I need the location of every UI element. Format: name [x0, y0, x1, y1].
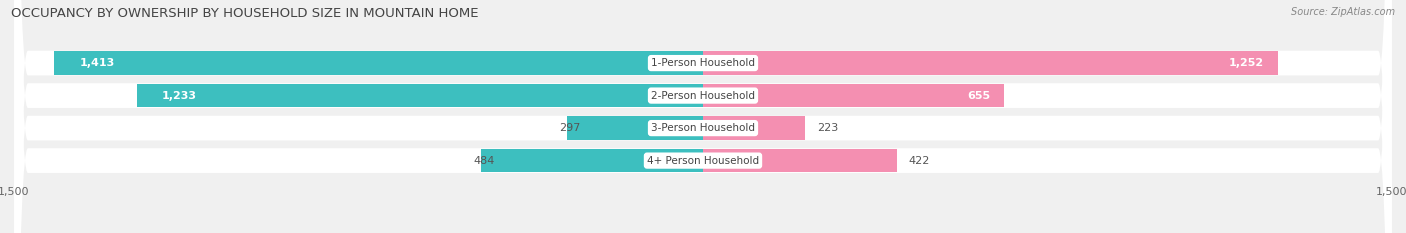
Text: 422: 422	[908, 156, 929, 166]
Bar	[136, 84, 703, 107]
Bar	[703, 51, 1278, 75]
FancyBboxPatch shape	[14, 0, 1392, 233]
Text: 3-Person Household: 3-Person Household	[651, 123, 755, 133]
Text: 1,413: 1,413	[79, 58, 114, 68]
Bar	[703, 84, 1004, 107]
Text: 223: 223	[817, 123, 838, 133]
Bar	[53, 51, 703, 75]
FancyBboxPatch shape	[14, 0, 1392, 233]
Text: 655: 655	[967, 91, 990, 101]
FancyBboxPatch shape	[14, 0, 1392, 233]
Text: 1-Person Household: 1-Person Household	[651, 58, 755, 68]
Bar	[567, 116, 703, 140]
Bar	[703, 149, 897, 172]
Text: 484: 484	[472, 156, 495, 166]
Bar	[481, 149, 703, 172]
Text: OCCUPANCY BY OWNERSHIP BY HOUSEHOLD SIZE IN MOUNTAIN HOME: OCCUPANCY BY OWNERSHIP BY HOUSEHOLD SIZE…	[11, 7, 479, 20]
Text: 1,233: 1,233	[162, 91, 197, 101]
Text: 1,252: 1,252	[1229, 58, 1264, 68]
Text: 297: 297	[560, 123, 581, 133]
Bar	[703, 116, 806, 140]
Text: Source: ZipAtlas.com: Source: ZipAtlas.com	[1291, 7, 1395, 17]
FancyBboxPatch shape	[14, 0, 1392, 233]
Text: 2-Person Household: 2-Person Household	[651, 91, 755, 101]
Text: 4+ Person Household: 4+ Person Household	[647, 156, 759, 166]
